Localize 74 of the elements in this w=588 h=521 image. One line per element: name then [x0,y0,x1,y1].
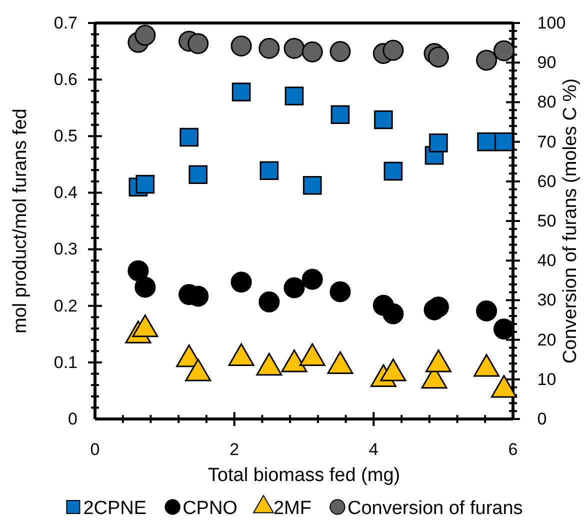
point [490,374,517,398]
y-tick-label: 0.2 [54,296,78,316]
point [134,276,156,298]
x-tick-label: 4 [368,440,378,460]
y2-tick-label: 100 [537,13,566,32]
y-tick-label: 0.1 [54,352,78,372]
point [284,86,304,106]
point [260,161,279,180]
legend-label: 2MF [273,498,312,519]
point [428,46,449,68]
y-tick-label: 0 [68,409,78,428]
y2-tick-label: 80 [537,92,556,112]
point [188,33,209,54]
point [134,24,156,46]
y2-tick-label: 40 [537,251,556,270]
point [327,351,354,374]
point [299,343,326,366]
y-tick-label: 0.5 [54,126,78,146]
point [180,128,198,147]
point [230,35,252,56]
point [330,105,350,124]
x-tick-label: 2 [230,440,240,460]
point [476,300,498,322]
point [476,50,498,71]
point [284,277,305,298]
y2-tick-label: 30 [537,290,556,310]
y2-tick-label: 50 [537,211,556,230]
point [132,314,158,338]
point [494,132,514,152]
x-tick-label: 6 [508,440,518,460]
point [384,162,403,181]
point [185,358,212,382]
point [474,354,500,377]
x-tick-label: 0 [90,440,100,460]
y-tick-label: 0.4 [54,183,78,202]
y2-tick-label: 60 [537,172,556,191]
point [228,343,254,366]
legend-label: 2CPNE [83,498,147,519]
point [477,132,496,152]
y2-tick-label: 10 [537,370,556,389]
point [382,303,404,324]
y2-tick-label: 20 [537,330,556,350]
point [374,110,393,130]
y2-axis-title: Conversion of furans (moles C %) [560,78,581,364]
point [493,40,514,62]
point [284,38,305,59]
y-tick-label: 0.3 [54,240,78,259]
point [382,40,404,61]
y2-tick-label: 70 [537,132,556,152]
point [128,260,149,282]
point [258,291,280,312]
point [330,41,351,62]
point [302,41,323,62]
y-tick-label: 0.6 [54,70,78,90]
legend-label: Conversion of furans [347,498,523,519]
legend-label: CPNO [182,498,238,519]
point [281,350,308,372]
point [188,165,208,184]
point [429,134,448,152]
point [230,272,252,293]
y2-tick-label: 0 [537,409,547,428]
y2-tick-label: 90 [537,53,556,72]
point [232,82,251,102]
y-tick-label: 0.7 [54,13,78,32]
point [380,358,406,382]
point [136,174,155,194]
y-axis-title: mol product/mol furans fed [10,108,31,334]
point [256,352,282,376]
point [258,38,280,59]
point [330,281,351,302]
point [425,350,452,372]
point [302,268,323,290]
point [302,176,322,195]
x-axis-title: Total biomass fed (mg) [208,465,400,486]
